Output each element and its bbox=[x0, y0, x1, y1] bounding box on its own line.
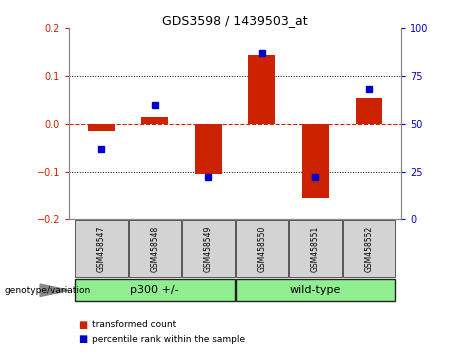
Text: genotype/variation: genotype/variation bbox=[5, 286, 91, 296]
FancyBboxPatch shape bbox=[75, 220, 128, 277]
FancyBboxPatch shape bbox=[343, 220, 395, 277]
Text: GSM458550: GSM458550 bbox=[257, 225, 266, 272]
Text: wild-type: wild-type bbox=[290, 285, 341, 295]
Bar bbox=[142, 117, 168, 124]
FancyBboxPatch shape bbox=[182, 220, 235, 277]
Polygon shape bbox=[40, 284, 69, 297]
Bar bbox=[302, 124, 329, 198]
FancyBboxPatch shape bbox=[236, 279, 395, 302]
FancyBboxPatch shape bbox=[236, 220, 288, 277]
Text: GSM458549: GSM458549 bbox=[204, 225, 213, 272]
Bar bbox=[195, 124, 222, 174]
FancyBboxPatch shape bbox=[129, 220, 181, 277]
Bar bbox=[355, 98, 382, 124]
Text: ■: ■ bbox=[78, 320, 88, 330]
Text: transformed count: transformed count bbox=[92, 320, 177, 329]
Text: GSM458547: GSM458547 bbox=[97, 225, 106, 272]
Text: p300 +/-: p300 +/- bbox=[130, 285, 179, 295]
Text: GSM458552: GSM458552 bbox=[365, 225, 373, 272]
FancyBboxPatch shape bbox=[75, 279, 235, 302]
Text: ■: ■ bbox=[78, 334, 88, 344]
Title: GDS3598 / 1439503_at: GDS3598 / 1439503_at bbox=[162, 14, 308, 27]
Bar bbox=[248, 55, 275, 124]
Bar bbox=[88, 124, 115, 131]
Text: percentile rank within the sample: percentile rank within the sample bbox=[92, 335, 245, 344]
Text: GSM458548: GSM458548 bbox=[150, 225, 160, 272]
FancyBboxPatch shape bbox=[289, 220, 342, 277]
Text: GSM458551: GSM458551 bbox=[311, 225, 320, 272]
